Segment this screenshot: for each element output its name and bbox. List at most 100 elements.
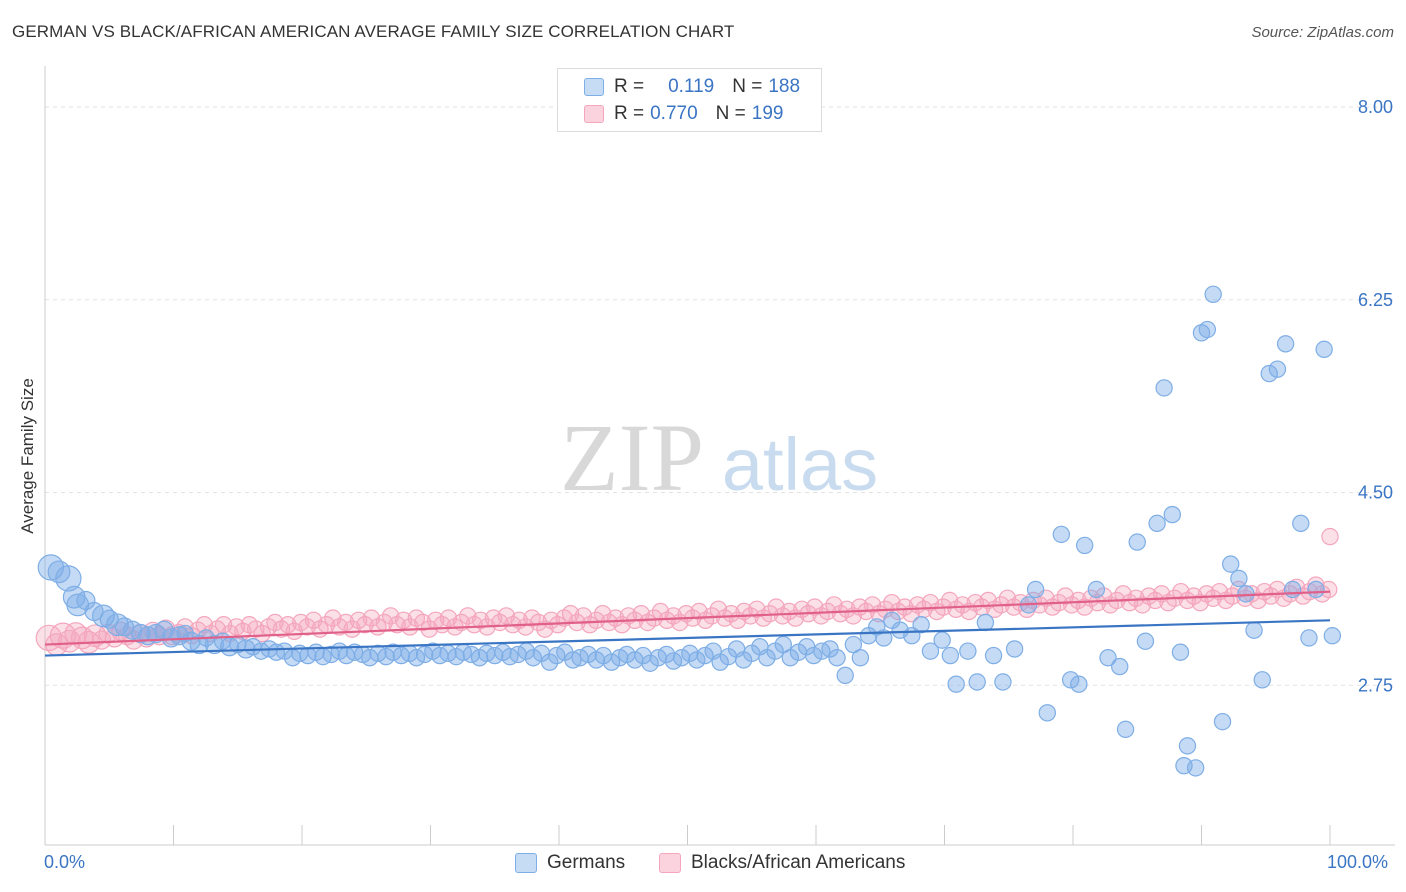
source-label: Source: ZipAtlas.com	[1251, 24, 1394, 41]
german-point	[1163, 505, 1181, 524]
german-point	[1136, 632, 1155, 650]
legend-item-germans: Germans	[515, 852, 625, 874]
german-point	[933, 631, 951, 649]
german-point	[55, 565, 82, 592]
german-point	[1111, 657, 1129, 676]
y-tick-label: 8.00	[1358, 97, 1393, 117]
x-tick-max: 100.0%	[1327, 852, 1389, 872]
german-point	[1070, 675, 1088, 693]
german-point	[1099, 649, 1117, 667]
black-point	[58, 629, 81, 653]
chart-title: GERMAN VS BLACK/AFRICAN AMERICAN AVERAGE…	[12, 22, 735, 41]
watermark-atlas: atlas	[722, 423, 878, 506]
black-point	[863, 596, 882, 614]
german-point	[106, 613, 129, 637]
black-point	[1114, 585, 1132, 603]
black-point	[298, 618, 316, 636]
black-point	[324, 609, 342, 627]
german-point	[1198, 320, 1217, 339]
n-value-germans: 188	[768, 76, 801, 97]
german-point	[1087, 580, 1106, 599]
german-point	[828, 649, 846, 667]
german-point	[1204, 285, 1222, 303]
german-trend-line	[44, 619, 1331, 657]
black-point	[497, 607, 516, 625]
black-point	[1088, 593, 1107, 612]
r-label: R =	[614, 76, 645, 97]
german-point	[804, 646, 823, 665]
german-point	[1283, 580, 1302, 599]
german-point	[1061, 671, 1080, 689]
x-tick-min: 0.0%	[44, 852, 86, 872]
black-point	[561, 605, 580, 623]
german-point	[1155, 379, 1173, 397]
black-point	[895, 598, 914, 616]
black-point	[381, 607, 400, 625]
y-tick-label: 2.75	[1358, 675, 1393, 695]
black-point	[401, 618, 419, 636]
german-point	[1148, 514, 1166, 533]
black-point	[439, 609, 458, 627]
german-point	[1075, 536, 1094, 555]
n-value-blacks: 199	[751, 103, 784, 124]
black-point	[304, 611, 323, 630]
black-point	[940, 591, 959, 610]
german-point	[959, 642, 977, 660]
legend-row-blacks: R = 0.770 N = 199	[584, 102, 783, 126]
legend-label-blacks: Blacks/African Americans	[691, 852, 906, 873]
black-point	[780, 602, 798, 621]
german-point	[1178, 737, 1197, 755]
black-point	[362, 609, 381, 627]
german-point	[941, 646, 960, 665]
black-point	[1056, 587, 1074, 605]
black-point	[253, 624, 271, 643]
german-point	[1038, 704, 1057, 722]
german-point	[688, 651, 706, 669]
black-point	[356, 616, 374, 634]
german-point	[696, 646, 714, 665]
black-point	[690, 602, 708, 621]
black-point	[1133, 596, 1152, 614]
german-point	[1300, 629, 1318, 647]
german-point	[1268, 360, 1287, 378]
german-point	[524, 649, 543, 667]
black-point	[1320, 580, 1338, 599]
black-trend-line	[44, 590, 1331, 646]
black-point	[1069, 591, 1087, 610]
german-point	[912, 616, 930, 634]
german-point	[1230, 569, 1248, 588]
german-point	[1292, 514, 1310, 533]
black-point	[266, 613, 284, 632]
black-point	[953, 596, 972, 614]
black-point	[748, 600, 766, 618]
german-point	[1276, 335, 1295, 353]
german-point	[1052, 525, 1071, 544]
correlation-legend: R = 0.119 N = 188 R = 0.770 N = 199	[557, 68, 822, 132]
germans-swatch	[584, 78, 604, 96]
black-point	[1262, 587, 1280, 605]
black-point	[998, 589, 1017, 607]
black-point	[471, 611, 490, 630]
german-point	[672, 649, 691, 667]
legend-label-germans: Germans	[547, 852, 626, 873]
blacks-swatch	[584, 105, 604, 123]
black-point	[1204, 589, 1222, 607]
black-point	[336, 613, 355, 632]
y-tick-label: 4.50	[1358, 483, 1393, 503]
black-point	[279, 616, 297, 634]
legend-row-germans: R = 0.119 N = 188	[584, 75, 800, 99]
black-point	[459, 607, 477, 625]
black-point	[1172, 582, 1190, 601]
german-point	[994, 673, 1012, 691]
german-point	[1026, 580, 1045, 599]
y-tick-label: 6.25	[1358, 290, 1393, 310]
german-point	[921, 642, 940, 660]
german-point	[1253, 671, 1271, 689]
german-point	[1315, 340, 1333, 359]
german-point	[1128, 533, 1146, 551]
black-point	[1075, 598, 1094, 616]
german-point	[189, 634, 209, 655]
n-label: N =	[732, 76, 763, 97]
german-point	[968, 673, 986, 691]
